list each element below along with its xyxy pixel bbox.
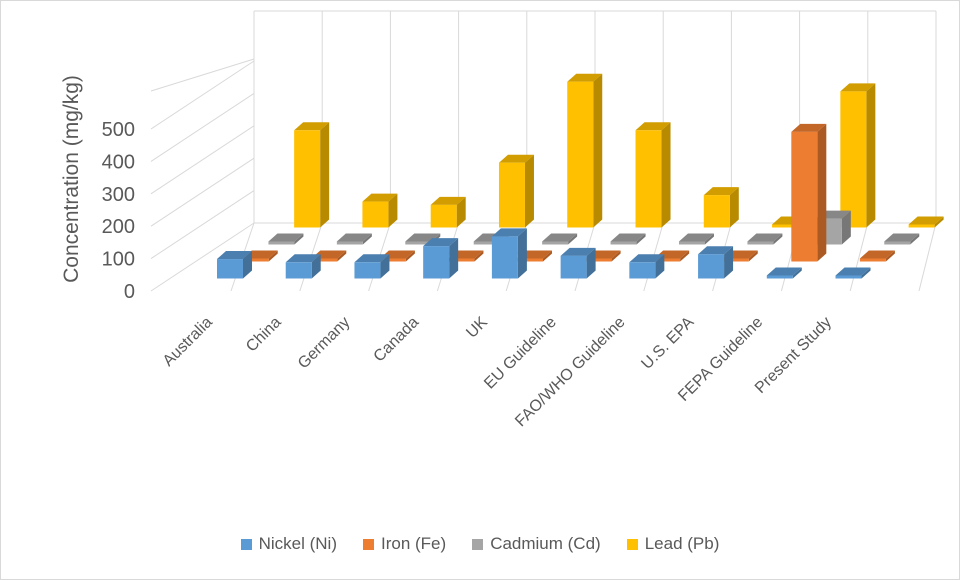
bar-cadmium-cd-u-s-epa [747,233,783,245]
bar-cadmium-cd-present-study [884,233,920,245]
bar-cadmium-cd-uk [542,233,578,245]
y-tick-label: 0 [124,281,135,303]
legend-item-nickel-ni: Nickel (Ni) [240,534,337,554]
bar-lead-pb-australia [294,122,330,228]
legend-label: Cadmium (Cd) [490,534,601,553]
bar-nickel-ni-u-s-epa [698,246,734,279]
y-tick-label: 300 [102,184,135,206]
category-label-germany: Germany [295,314,354,373]
bar-nickel-ni-present-study [835,267,871,279]
legend-swatch [363,538,374,550]
bar-nickel-ni-china [285,254,321,279]
legend-item-iron-fe: Iron (Fe) [363,534,446,554]
bar-lead-pb-china [362,193,398,228]
legend-swatch [240,538,252,550]
category-label-australia: Australia [160,314,216,370]
legend-item-lead-pb: Lead (Pb) [626,534,720,554]
y-axis-ticks: 0 100 200 300 400 500 [102,119,135,303]
bar-cadmium-cd-eu-guideline [610,233,646,245]
legend: Nickel (Ni) Iron (Fe) Cadmium (Cd) Lead (Pb… [1,534,959,554]
bar-lead-pb-present-study [908,216,944,228]
legend-swatch [626,538,638,550]
legend-label: Nickel (Ni) [258,534,337,553]
bar-iron-fe-fepa-guideline [791,123,827,262]
bar-lead-pb-eu-guideline [635,122,671,228]
category-label-u-s-epa: U.S. EPA [638,314,697,373]
y-tick-label: 100 [102,249,135,271]
bar-nickel-ni-canada [423,238,459,279]
bar-nickel-ni-eu-guideline [560,247,596,279]
bar-nickel-ni-uk [491,228,527,279]
chart-plot: 0 100 200 300 400 500 Australia China Germany Ca… [60,10,944,431]
legend-label: Iron (Fe) [381,534,447,553]
bar-cadmium-cd-fao-who-guideline [678,233,714,245]
category-label-uk: UK [463,314,491,342]
bar-lead-pb-canada [498,154,534,228]
bar-nickel-ni-fepa-guideline [766,267,802,279]
y-tick-label: 500 [102,119,135,141]
bar-iron-fe-present-study [859,250,895,262]
bar-nickel-ni-fao-who-guideline [629,254,665,279]
bar-lead-pb-fao-who-guideline [703,187,739,228]
bar-lead-pb-fepa-guideline [840,83,876,228]
bar-nickel-ni-australia [216,251,252,279]
y-tick-label: 200 [102,216,135,238]
category-label-china: China [243,314,285,356]
bar-nickel-ni-germany [354,254,390,279]
chart-bars [216,73,944,279]
y-axis-label: Concentration (mg/kg) [60,75,83,283]
bar-lead-pb-germany [430,196,466,228]
legend-item-cadmium-cd: Cadmium (Cd) [472,534,601,554]
bar-cadmium-cd-china [336,233,372,245]
bar-cadmium-cd-australia [268,233,304,245]
category-label-canada: Canada [371,314,423,366]
bar-lead-pb-uk [567,73,603,228]
category-label-eu-guideline: EU Guideline [481,314,560,393]
legend-label: Lead (Pb) [644,534,720,553]
y-tick-label: 400 [102,151,135,173]
legend-swatch [472,538,484,550]
